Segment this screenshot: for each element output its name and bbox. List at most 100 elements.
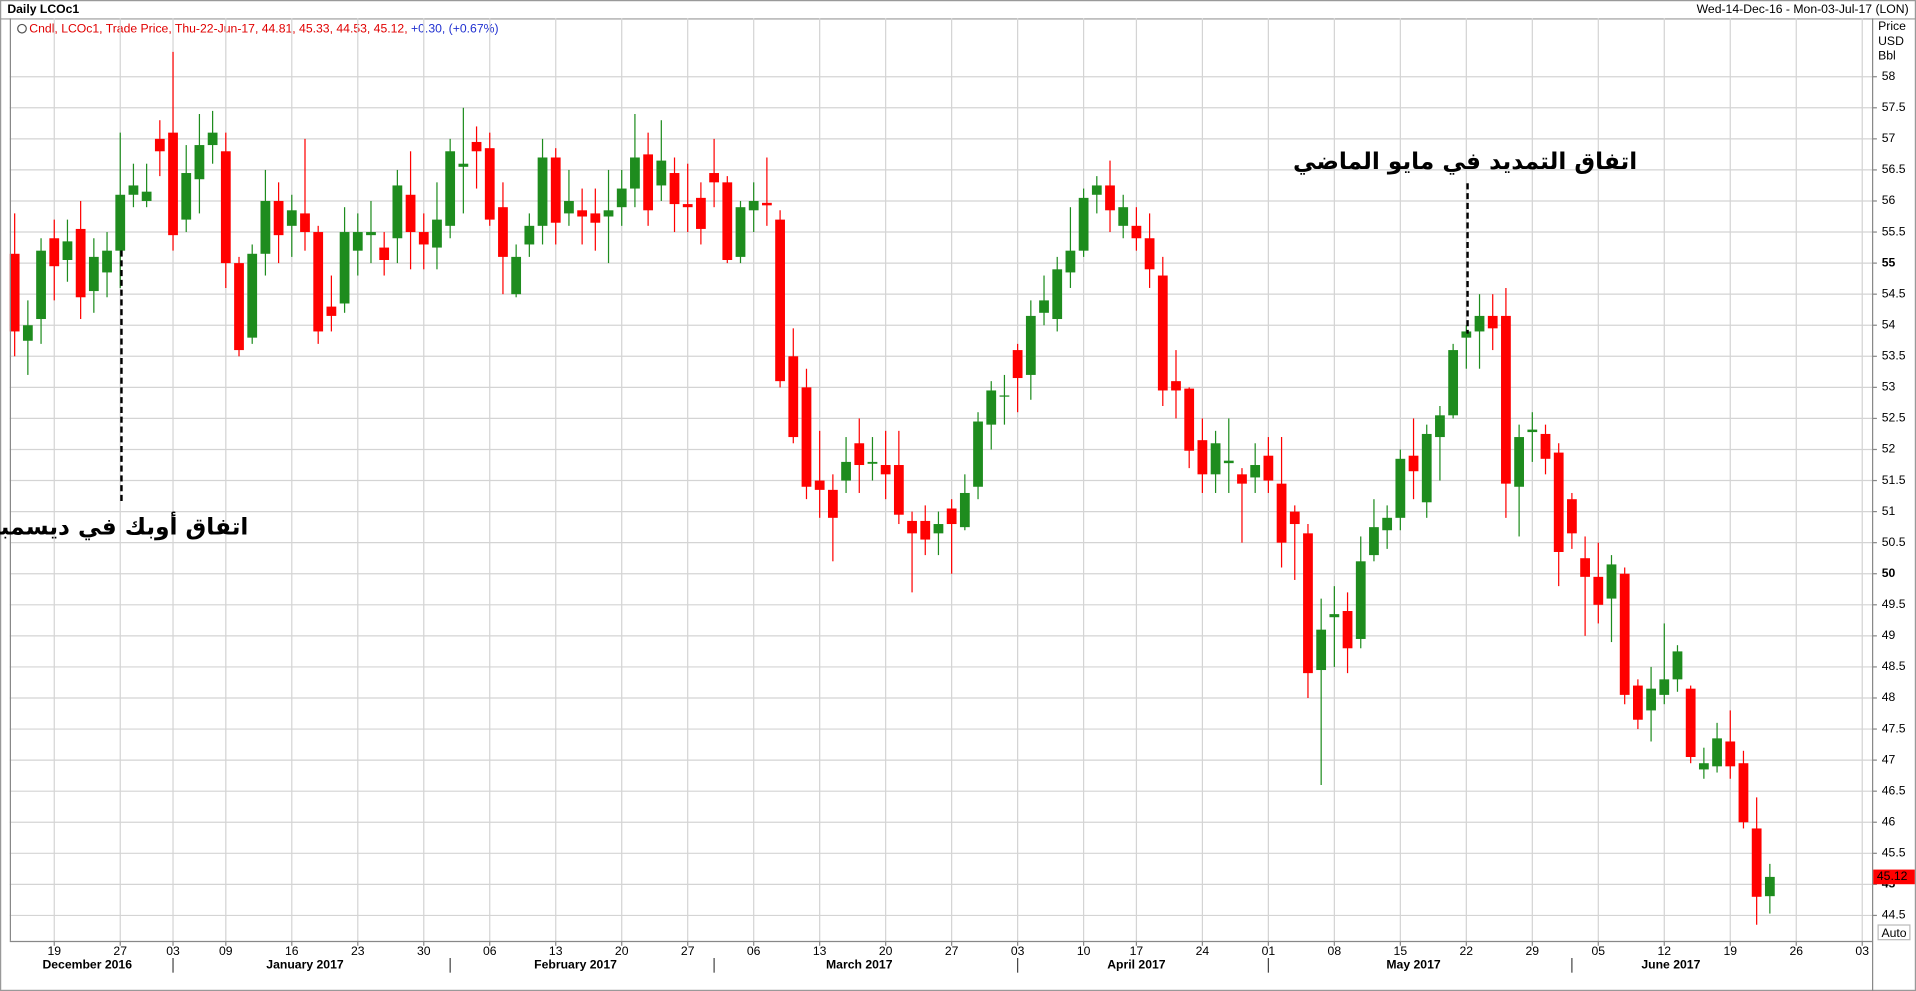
candle-body — [1540, 433, 1551, 459]
candle-body — [1197, 440, 1208, 475]
month-label: December 2016 — [42, 958, 132, 972]
candle-body — [1764, 876, 1775, 897]
y-tick-label: 58 — [1882, 69, 1896, 83]
candle-body — [234, 263, 244, 351]
y-tick-label: 49 — [1882, 628, 1896, 642]
candle-body — [788, 356, 799, 438]
y-tick-label: 45.5 — [1882, 846, 1906, 860]
candle-body — [1448, 350, 1459, 416]
candle-body — [827, 489, 838, 518]
candle-body — [1461, 331, 1472, 338]
candle-body — [207, 132, 218, 146]
x-tick-label: 03 — [166, 944, 180, 958]
candle-body — [1725, 741, 1736, 767]
candle-body — [959, 492, 970, 528]
y-tick-label: 50 — [1882, 566, 1896, 580]
candle-body — [801, 387, 812, 487]
y-tick-label: 54.5 — [1882, 286, 1906, 300]
axis-label: Bbl — [1878, 48, 1896, 62]
date-range: Wed-14-Dec-16 - Mon-03-Jul-17 (LON) — [1697, 2, 1909, 16]
candle-body — [339, 232, 350, 304]
y-tick-label: 47.5 — [1882, 721, 1906, 735]
y-tick-label: 53 — [1882, 380, 1896, 394]
candle-body — [36, 250, 46, 320]
candle-body — [1078, 197, 1089, 251]
candle-body — [392, 185, 403, 239]
x-tick-label: 10 — [1077, 944, 1091, 958]
y-tick-label: 47 — [1882, 752, 1896, 766]
candle-body — [986, 390, 997, 425]
candle-body — [762, 202, 772, 206]
candle-body — [616, 188, 627, 208]
x-tick-label: 24 — [1196, 944, 1210, 958]
candle-body — [643, 154, 654, 211]
candle-body — [9, 253, 20, 332]
candle-body — [1091, 185, 1102, 195]
candle-body — [1118, 207, 1129, 226]
candle-body — [775, 219, 785, 382]
y-tick-label: 53.5 — [1882, 349, 1906, 363]
month-label: May 2017 — [1386, 958, 1440, 972]
candle-body — [260, 200, 271, 254]
candle-body — [154, 138, 165, 152]
candle-body — [1435, 415, 1445, 438]
candle-body — [1105, 185, 1115, 211]
candle-body — [300, 213, 310, 233]
y-tick-label: 57.5 — [1882, 100, 1906, 114]
candle-body — [1355, 561, 1366, 639]
y-tick-label: 48.5 — [1882, 659, 1906, 673]
candle-body — [537, 157, 548, 226]
candle-body — [379, 247, 390, 260]
y-tick-label: 44.5 — [1882, 908, 1906, 922]
candle-body — [1421, 433, 1432, 503]
x-tick-label: 26 — [1789, 944, 1803, 958]
candle-body — [603, 210, 614, 217]
candle-body — [1487, 315, 1498, 329]
candle-body — [352, 232, 363, 251]
candle-body — [432, 219, 442, 248]
x-tick-label: 13 — [549, 944, 563, 958]
y-tick-label: 56.5 — [1882, 162, 1906, 176]
candle-body — [669, 173, 680, 205]
candle-body — [181, 173, 192, 220]
candle-body — [75, 228, 86, 298]
x-tick-label: 06 — [747, 944, 761, 958]
candle-body — [484, 148, 495, 220]
candle-body — [1580, 558, 1590, 577]
x-tick-label: 20 — [615, 944, 629, 958]
candle-body — [1606, 564, 1617, 599]
y-tick-label: 52.5 — [1882, 411, 1906, 425]
x-tick-label: 27 — [945, 944, 959, 958]
x-tick-label: 19 — [1723, 944, 1737, 958]
scale-mode-box — [1877, 924, 1911, 941]
axis-label: USD — [1878, 34, 1904, 48]
y-tick-label: 54 — [1882, 317, 1896, 331]
candle-body — [946, 508, 957, 525]
candle-body — [1646, 688, 1656, 711]
candle-body — [471, 141, 482, 152]
candle-body — [564, 200, 574, 214]
candle-body — [366, 232, 376, 236]
y-tick-label: 51.5 — [1882, 473, 1906, 487]
candle-body — [1157, 275, 1168, 391]
month-label: January 2017 — [266, 958, 344, 972]
candle-body — [1263, 455, 1274, 481]
candle-body — [1052, 269, 1063, 320]
candle-body — [1237, 474, 1247, 484]
candle-body — [1131, 225, 1142, 239]
x-tick-label: 27 — [113, 944, 127, 958]
candle-body — [194, 145, 205, 180]
x-tick-label: 05 — [1592, 944, 1606, 958]
candle-body — [1408, 455, 1419, 472]
candle-body — [1685, 688, 1696, 758]
candle-body — [88, 256, 99, 292]
candle-body — [748, 200, 759, 211]
candle-body — [1659, 679, 1670, 695]
candle-body — [1250, 465, 1261, 478]
x-tick-label: 13 — [813, 944, 827, 958]
candle-body — [1474, 315, 1485, 332]
y-tick-label: 46.5 — [1882, 783, 1906, 797]
annotation: اتفاق التمديد في مايو الماضي — [1293, 148, 1637, 175]
candle-body — [814, 480, 825, 490]
x-tick-label: 20 — [879, 944, 893, 958]
